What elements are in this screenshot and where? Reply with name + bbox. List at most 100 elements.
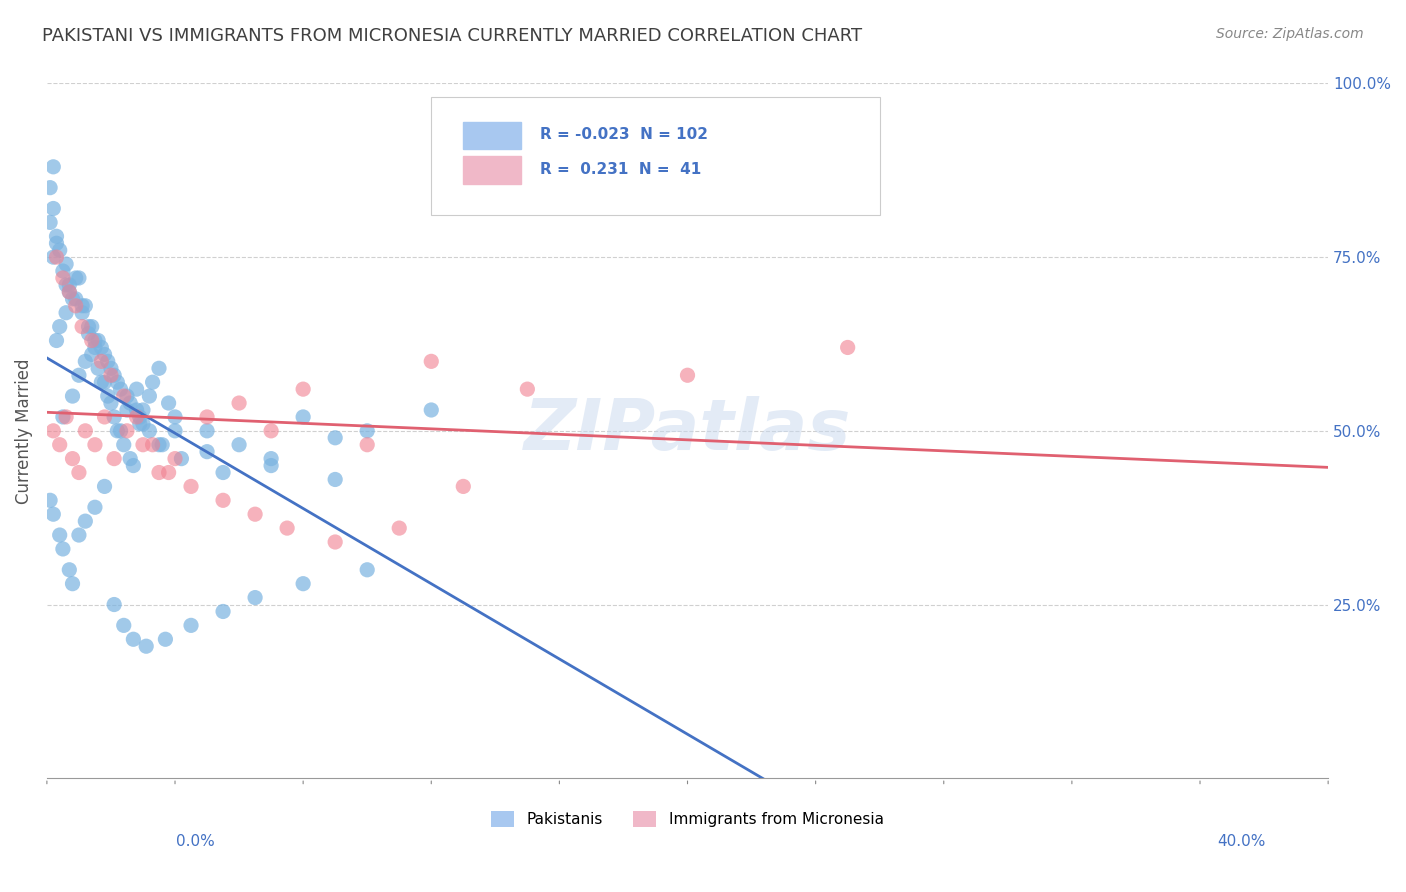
Point	[58, 277, 80, 292]
Point	[67, 528, 90, 542]
Text: R = -0.023  N = 102: R = -0.023 N = 102	[540, 128, 709, 143]
Point	[388, 521, 411, 535]
Point	[148, 438, 170, 452]
Point	[62, 389, 84, 403]
Point	[62, 292, 84, 306]
Point	[52, 409, 75, 424]
Point	[45, 334, 67, 348]
Point	[100, 396, 122, 410]
Point	[163, 409, 186, 424]
Point	[125, 409, 148, 424]
Text: ZIPatlas: ZIPatlas	[524, 396, 851, 466]
Point	[356, 424, 378, 438]
Point	[87, 361, 110, 376]
Point	[260, 458, 283, 473]
Point	[70, 299, 93, 313]
Point	[70, 306, 93, 320]
Point	[48, 319, 70, 334]
Point	[120, 396, 142, 410]
Point	[103, 368, 125, 383]
Point	[42, 250, 65, 264]
Point	[180, 618, 202, 632]
Point	[212, 493, 235, 508]
Point	[80, 319, 103, 334]
Point	[323, 473, 346, 487]
Point	[80, 347, 103, 361]
Point	[62, 576, 84, 591]
Point	[93, 409, 115, 424]
Point	[84, 334, 107, 348]
Point	[48, 438, 70, 452]
Point	[105, 375, 128, 389]
Text: 0.0%: 0.0%	[176, 834, 215, 849]
Point	[128, 417, 150, 431]
Point	[110, 424, 132, 438]
Point	[58, 563, 80, 577]
Point	[87, 334, 110, 348]
Point	[148, 361, 170, 376]
Point	[67, 368, 90, 383]
Point	[155, 632, 177, 647]
Point	[195, 409, 218, 424]
Point	[142, 375, 165, 389]
Point	[170, 451, 193, 466]
Point	[65, 299, 87, 313]
Point	[138, 424, 160, 438]
Point	[39, 215, 62, 229]
Point	[77, 326, 100, 341]
Point	[42, 424, 65, 438]
Point	[243, 591, 266, 605]
Point	[80, 334, 103, 348]
Point	[70, 319, 93, 334]
Point	[115, 403, 138, 417]
Text: R =  0.231  N =  41: R = 0.231 N = 41	[540, 162, 702, 178]
Point	[90, 375, 112, 389]
Point	[260, 424, 283, 438]
Point	[125, 403, 148, 417]
Point	[48, 528, 70, 542]
Point	[39, 180, 62, 194]
Point	[48, 243, 70, 257]
Point	[75, 514, 97, 528]
Point	[157, 396, 180, 410]
Point	[100, 361, 122, 376]
Point	[112, 618, 135, 632]
Point	[356, 563, 378, 577]
Point	[103, 598, 125, 612]
Point	[163, 451, 186, 466]
Point	[228, 438, 250, 452]
Point	[58, 285, 80, 299]
Point	[142, 438, 165, 452]
Point	[84, 341, 107, 355]
Point	[292, 409, 315, 424]
Y-axis label: Currently Married: Currently Married	[15, 358, 32, 504]
Point	[67, 466, 90, 480]
Point	[100, 368, 122, 383]
Point	[243, 507, 266, 521]
Point	[112, 389, 135, 403]
Point	[276, 521, 298, 535]
Point	[420, 403, 443, 417]
Point	[75, 354, 97, 368]
Point	[120, 451, 142, 466]
Point	[195, 424, 218, 438]
Point	[260, 451, 283, 466]
Point	[115, 389, 138, 403]
Point	[93, 347, 115, 361]
Point	[122, 458, 145, 473]
Point	[67, 271, 90, 285]
Point	[132, 403, 155, 417]
Point	[212, 466, 235, 480]
Point	[55, 409, 77, 424]
Point	[212, 605, 235, 619]
Point	[84, 500, 107, 515]
Point	[180, 479, 202, 493]
Point	[132, 417, 155, 431]
Point	[75, 424, 97, 438]
Point	[103, 451, 125, 466]
Point	[128, 409, 150, 424]
Point	[138, 389, 160, 403]
Point	[112, 438, 135, 452]
Point	[42, 202, 65, 216]
Point	[42, 507, 65, 521]
